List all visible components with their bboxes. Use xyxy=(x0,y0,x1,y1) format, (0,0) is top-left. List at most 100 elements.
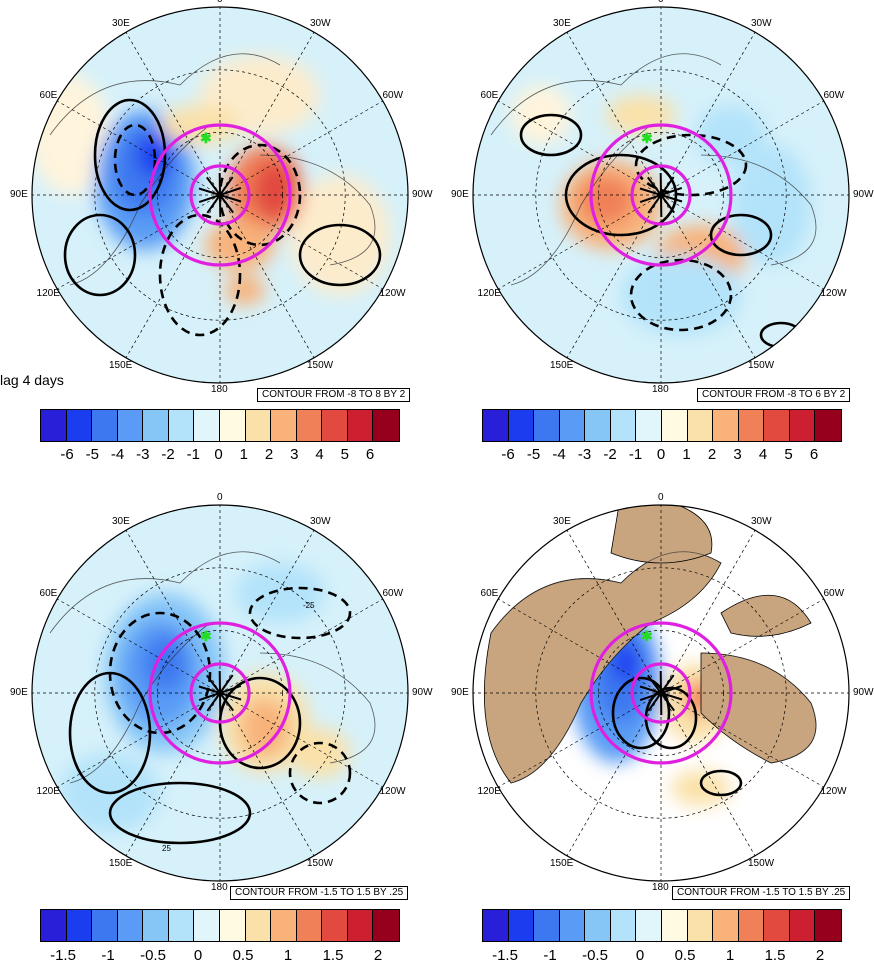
contour-info-box: CONTOUR FROM -8 TO 8 BY 2 xyxy=(257,388,410,402)
colorbar-tick: 2 xyxy=(265,446,273,463)
longitude-label: 90W xyxy=(412,688,433,698)
colorbar-tick: 5 xyxy=(784,446,792,463)
colorbar-swatch xyxy=(297,410,323,441)
longitude-label: 0 xyxy=(658,493,664,503)
colorbar-tick: -4 xyxy=(111,446,124,463)
colorbar-tick: -1 xyxy=(543,947,556,964)
longitude-label: 60W xyxy=(382,91,403,101)
longitude-label: 30W xyxy=(751,19,772,29)
station-marker-icon: ✱ xyxy=(641,628,653,644)
colorbar-swatch xyxy=(560,410,586,441)
longitude-label: 150W xyxy=(307,859,333,869)
colorbar-swatch xyxy=(246,910,272,941)
polar-map: ✱ xyxy=(440,482,874,882)
colorbar-tick: 0 xyxy=(214,446,222,463)
colorbar-tick: 3 xyxy=(733,446,741,463)
longitude-label: 150E xyxy=(550,361,573,371)
longitude-label: 150E xyxy=(550,859,573,869)
colorbar-tick: 0.5 xyxy=(233,947,254,964)
longitude-label: 60W xyxy=(823,589,844,599)
colorbar-tick: 1.5 xyxy=(765,947,786,964)
colorbar-swatch xyxy=(585,410,611,441)
colorbar-swatch xyxy=(67,410,93,441)
colorbar-swatch xyxy=(373,910,399,941)
colorbar-swatch xyxy=(118,910,144,941)
colorbar-tick: 0.5 xyxy=(675,947,696,964)
longitude-label: 60W xyxy=(382,589,403,599)
colorbar-tick: -2 xyxy=(161,446,174,463)
longitude-label: 90W xyxy=(853,688,874,698)
colorbar-swatch xyxy=(169,910,195,941)
colorbar-swatch xyxy=(297,910,323,941)
longitude-label: 180 xyxy=(211,883,228,893)
longitude-label: 120E xyxy=(478,787,501,797)
map-panel-top-right: ✱030W60W90W120W150W180150E120E90E60E30EC… xyxy=(440,0,874,480)
contour-info-box: CONTOUR FROM -8 TO 6 BY 2 xyxy=(697,388,850,402)
colorbar xyxy=(40,909,400,942)
longitude-label: 180 xyxy=(652,883,669,893)
colorbar-tick: 0 xyxy=(194,947,202,964)
colorbar-tick: -1 xyxy=(101,947,114,964)
colorbar-tick: 0 xyxy=(657,446,665,463)
contour-info-box: CONTOUR FROM -1.5 TO 1.5 BY .25 xyxy=(230,886,408,900)
colorbar-swatch xyxy=(271,410,297,441)
colorbar-tick: -6 xyxy=(60,446,73,463)
colorbar-swatch xyxy=(271,910,297,941)
longitude-label: 60E xyxy=(40,91,58,101)
station-marker-icon: ✱ xyxy=(200,628,212,644)
longitude-label: 60E xyxy=(481,91,499,101)
longitude-label: 30E xyxy=(553,19,571,29)
colorbar-swatch xyxy=(713,910,739,941)
longitude-label: 120E xyxy=(37,289,60,299)
colorbar-tick: 4 xyxy=(315,446,323,463)
colorbar-swatch xyxy=(739,410,765,441)
colorbar-swatch xyxy=(662,910,688,941)
colorbar-swatch xyxy=(169,410,195,441)
longitude-label: 60W xyxy=(823,91,844,101)
longitude-label: 30W xyxy=(310,517,331,527)
colorbar-tick: -0.5 xyxy=(582,947,608,964)
colorbar-tick: -1.5 xyxy=(50,947,76,964)
longitude-label: 150W xyxy=(748,859,774,869)
colorbar-swatch xyxy=(815,410,841,441)
colorbar xyxy=(482,909,842,942)
colorbar-tick: 1 xyxy=(284,947,292,964)
colorbar-swatch xyxy=(483,410,509,441)
colorbar-swatch xyxy=(662,410,688,441)
colorbar-swatch xyxy=(348,910,374,941)
longitude-label: 180 xyxy=(652,385,669,395)
colorbar-swatch xyxy=(560,910,586,941)
longitude-label: 150W xyxy=(307,361,333,371)
colorbar-swatch xyxy=(815,910,841,941)
colorbar-tick: -1 xyxy=(187,446,200,463)
longitude-label: 120W xyxy=(820,289,846,299)
colorbar-tick: 2 xyxy=(374,947,382,964)
colorbar-swatch xyxy=(790,410,816,441)
colorbar-swatch xyxy=(143,910,169,941)
map-panel-top-left: ✱030W60W90W120W150W180150E120E90E60E30EC… xyxy=(0,0,440,480)
colorbar-swatch xyxy=(611,910,637,941)
longitude-label: 120E xyxy=(37,787,60,797)
longitude-label: 150W xyxy=(748,361,774,371)
longitude-label: 120E xyxy=(478,289,501,299)
colorbar-swatch xyxy=(194,910,220,941)
colorbar-swatch xyxy=(713,410,739,441)
colorbar-tick: 1 xyxy=(726,947,734,964)
colorbar-swatch xyxy=(483,910,509,941)
colorbar-swatch xyxy=(764,910,790,941)
station-marker-icon: ✱ xyxy=(641,130,653,146)
colorbar-tick: 4 xyxy=(759,446,767,463)
longitude-label: 0 xyxy=(658,0,664,5)
colorbar xyxy=(40,409,400,442)
colorbar-tick: 1 xyxy=(682,446,690,463)
colorbar-tick: 2 xyxy=(816,947,824,964)
colorbar-swatch xyxy=(534,410,560,441)
longitude-label: 90W xyxy=(412,190,433,200)
colorbar-tick: 6 xyxy=(810,446,818,463)
colorbar-swatch xyxy=(67,910,93,941)
